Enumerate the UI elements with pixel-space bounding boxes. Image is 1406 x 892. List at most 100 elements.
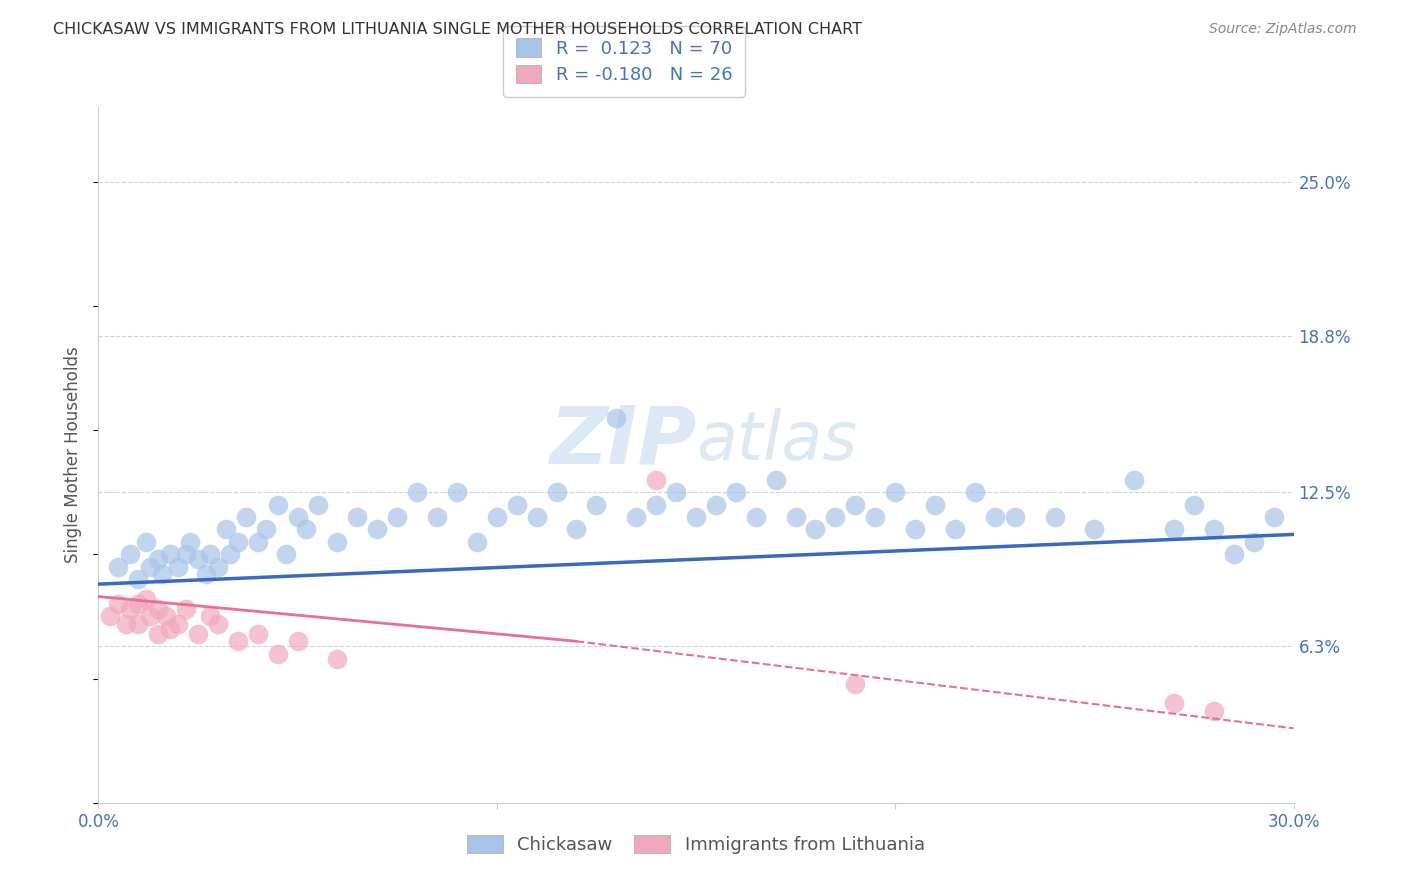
Point (294, 523, 316, 537)
Point (645, 498, 668, 512)
Point (246, 534, 269, 549)
Y-axis label: Single Mother Households: Single Mother Households (65, 347, 83, 563)
Point (605, 410, 627, 425)
Point (127, 616, 149, 631)
Point (127, 597, 149, 611)
Point (884, 485, 907, 500)
Point (307, 498, 329, 512)
Text: ZIP: ZIP (548, 402, 696, 480)
Point (120, 547, 142, 561)
Point (174, 547, 197, 561)
Point (167, 559, 190, 574)
Point (135, 534, 157, 549)
Point (219, 547, 242, 561)
Point (159, 547, 181, 561)
Point (844, 676, 866, 690)
Point (366, 523, 388, 537)
Point (326, 651, 349, 665)
Point (267, 647, 290, 661)
Point (346, 510, 368, 524)
Point (246, 627, 269, 641)
Point (127, 572, 149, 586)
Point (984, 510, 1007, 524)
Point (187, 627, 209, 641)
Point (1223, 547, 1246, 561)
Point (115, 616, 138, 631)
Text: Source: ZipAtlas.com: Source: ZipAtlas.com (1209, 22, 1357, 37)
Point (1123, 473, 1146, 487)
Point (139, 609, 162, 624)
Point (485, 510, 508, 524)
Point (526, 510, 548, 524)
Text: atlas: atlas (696, 408, 858, 474)
Point (745, 510, 768, 524)
Point (1263, 510, 1285, 524)
Point (904, 523, 927, 537)
Point (626, 510, 648, 524)
Point (287, 510, 309, 524)
Point (506, 498, 529, 512)
Point (107, 597, 129, 611)
Point (226, 634, 249, 648)
Point (565, 523, 588, 537)
Point (326, 534, 349, 549)
Point (195, 567, 218, 582)
Point (287, 634, 309, 648)
Point (465, 534, 488, 549)
Point (426, 510, 449, 524)
Point (159, 622, 181, 636)
Point (148, 627, 170, 641)
Point (546, 485, 568, 500)
Point (135, 592, 157, 607)
Point (1202, 523, 1225, 537)
Point (235, 510, 257, 524)
Point (207, 616, 229, 631)
Point (665, 485, 688, 500)
Point (924, 498, 946, 512)
Point (1004, 510, 1026, 524)
Point (1083, 523, 1105, 537)
Text: CHICKASAW VS IMMIGRANTS FROM LITHUANIA SINGLE MOTHER HOUSEHOLDS CORRELATION CHAR: CHICKASAW VS IMMIGRANTS FROM LITHUANIA S… (53, 22, 862, 37)
Point (785, 510, 807, 524)
Point (215, 523, 238, 537)
Point (704, 498, 727, 512)
Point (139, 559, 162, 574)
Point (724, 485, 747, 500)
Point (198, 547, 221, 561)
Point (207, 559, 229, 574)
Point (685, 510, 707, 524)
Point (824, 510, 846, 524)
Point (1043, 510, 1066, 524)
Point (179, 534, 201, 549)
Point (226, 534, 249, 549)
Point (963, 485, 986, 500)
Point (187, 552, 209, 566)
Point (1163, 697, 1185, 711)
Point (150, 567, 173, 582)
Point (148, 552, 170, 566)
Point (865, 510, 887, 524)
Point (645, 473, 668, 487)
Point (167, 616, 190, 631)
Point (446, 485, 468, 500)
Point (174, 602, 197, 616)
Point (765, 473, 787, 487)
Point (267, 498, 290, 512)
Point (155, 609, 177, 624)
Point (107, 559, 129, 574)
Point (804, 523, 827, 537)
Point (254, 523, 277, 537)
Point (943, 523, 966, 537)
Point (385, 510, 409, 524)
Point (1182, 498, 1205, 512)
Point (198, 609, 221, 624)
Point (1243, 534, 1265, 549)
Point (274, 547, 297, 561)
Point (844, 498, 866, 512)
Point (585, 498, 607, 512)
Point (1163, 523, 1185, 537)
Point (1202, 704, 1225, 718)
Legend: Chickasaw, Immigrants from Lithuania: Chickasaw, Immigrants from Lithuania (458, 826, 934, 863)
Point (120, 602, 142, 616)
Point (98, 609, 122, 624)
